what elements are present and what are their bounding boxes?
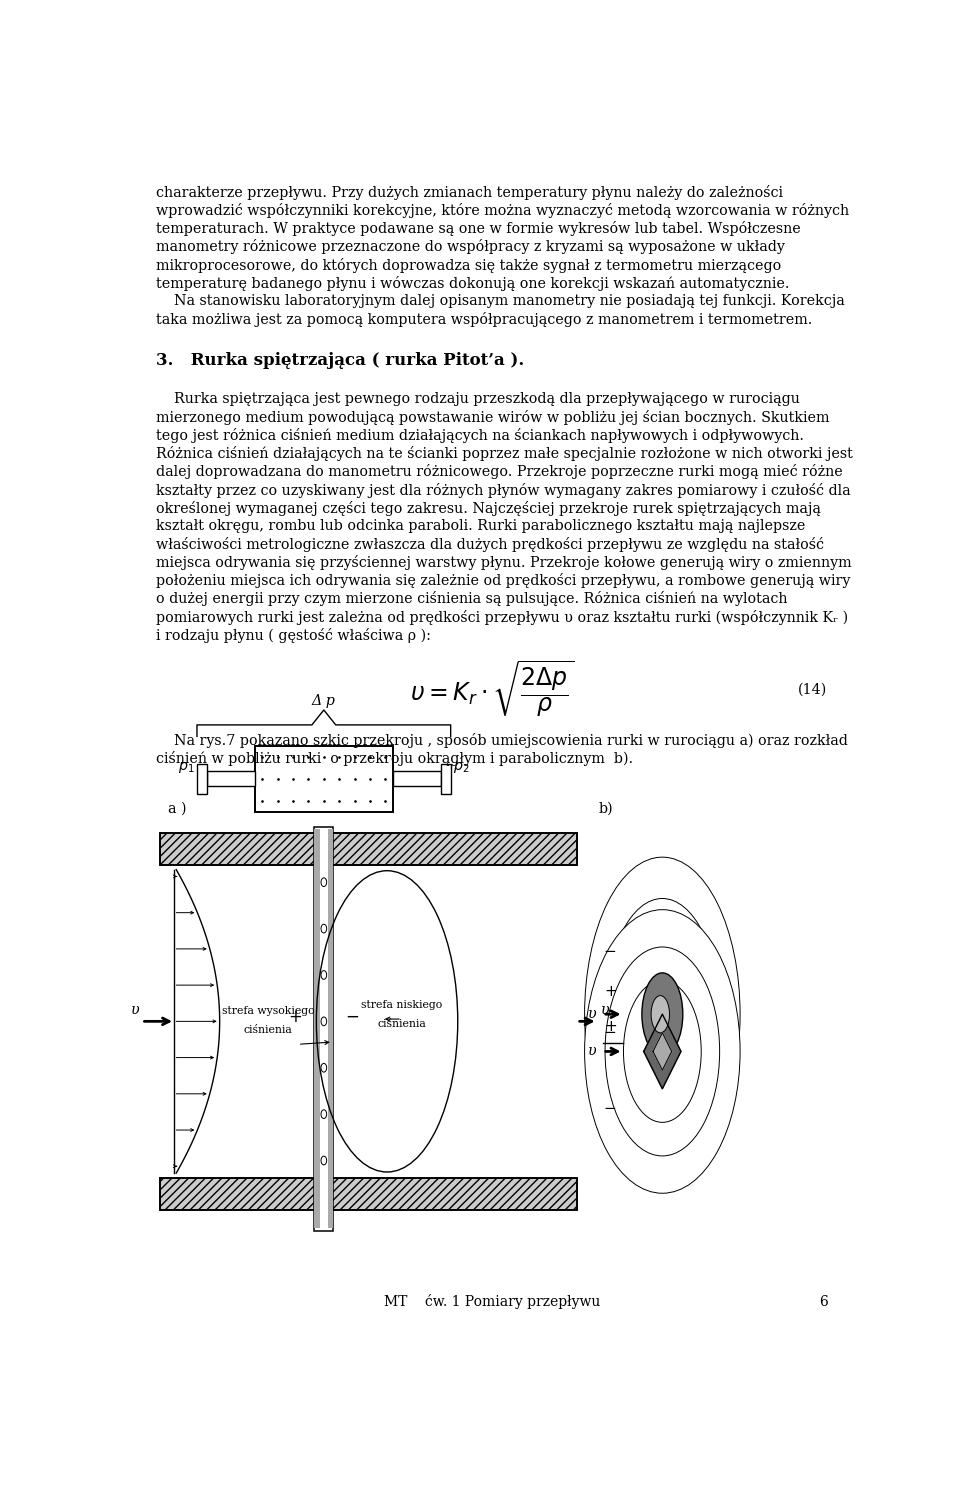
Bar [160,833,577,865]
Text: −: − [604,1026,616,1041]
Text: +: + [289,1008,302,1026]
Ellipse shape [623,981,701,1123]
Bar [328,829,333,1229]
Ellipse shape [642,974,683,1056]
Text: 6: 6 [819,1294,828,1309]
Ellipse shape [585,910,740,1193]
Text: ciśnień w pobliżu rurki  o przekroju okrągłym i parabolicznym  b).: ciśnień w pobliżu rurki o przekroju okrą… [156,751,634,766]
Text: Na rys.7 pokazano szkic przekroju , sposób umiejscowienia rurki w rurociągu a) o: Na rys.7 pokazano szkic przekroju , spos… [156,734,849,748]
Bar [393,771,441,786]
Polygon shape [653,1033,672,1071]
Bar [314,829,320,1229]
Text: −: − [604,1102,616,1117]
Text: temperaturę badanego płynu i wówczas dokonują one korekcji wskazań automatycznie: temperaturę badanego płynu i wówczas dok… [156,276,790,291]
Text: +: + [604,1018,616,1033]
Bar [160,1178,577,1209]
Text: taka możliwa jest za pomocą komputera współpracującego z manometrem i termometre: taka możliwa jest za pomocą komputera ws… [156,312,813,327]
Text: 3.   Rurka spiętrzająca ( rurka Pitot’a ).: 3. Rurka spiętrzająca ( rurka Pitot’a ). [156,352,525,368]
Text: υ: υ [588,1008,597,1021]
Text: $p_2$: $p_2$ [453,760,469,775]
Text: wprowadzić współczynniki korekcyjne, które można wyznaczyć metodą wzorcowania w : wprowadzić współczynniki korekcyjne, któ… [156,203,850,218]
Ellipse shape [585,857,740,1172]
Text: mierzonego medium powodującą powstawanie wirów w pobliżu jej ścian bocznych. Sku: mierzonego medium powodującą powstawanie… [156,410,830,425]
Text: strefa niskiego: strefa niskiego [361,1000,443,1009]
Text: −: − [346,1008,359,1026]
Text: Δ p: Δ p [312,693,336,708]
Polygon shape [644,1014,681,1088]
Bar [441,763,450,793]
Bar [314,828,333,1230]
Text: a ): a ) [168,802,186,816]
Text: (14): (14) [799,683,828,696]
Text: $p_1$: $p_1$ [179,760,195,775]
Text: manometry różnicowe przeznaczone do współpracy z kryzami są wyposażone w układy: manometry różnicowe przeznaczone do wspó… [156,240,785,255]
Bar [197,763,206,793]
Ellipse shape [623,936,701,1093]
Text: Różnica ciśnień działających na te ścianki poprzez małe specjalnie rozłożone w n: Różnica ciśnień działających na te ścian… [156,446,853,461]
Text: Rurka spiętrzająca jest pewnego rodzaju przeszkodą dla przepływającego w rurocią: Rurka spiętrzająca jest pewnego rodzaju … [156,392,801,406]
Text: właściwości metrologiczne zwłaszcza dla dużych prędkości przepływu ze względu na: właściwości metrologiczne zwłaszcza dla … [156,537,825,552]
Text: b): b) [599,802,613,816]
Text: ciśnienia: ciśnienia [377,1020,426,1029]
Text: dalej doprowadzana do manometru różnicowego. Przekroje poprzeczne rurki mogą mie: dalej doprowadzana do manometru różnicow… [156,464,843,480]
Text: strefa wysokiego: strefa wysokiego [222,1005,314,1015]
Text: −: − [604,944,616,959]
Text: kształt okręgu, rombu lub odcinka paraboli. Rurki parabolicznego kształtu mają n: kształt okręgu, rombu lub odcinka parabo… [156,519,805,532]
Text: υ: υ [588,1045,597,1059]
Text: temperaturach. W praktyce podawane są one w formie wykresów lub tabel. Współczes: temperaturach. W praktyce podawane są on… [156,221,802,237]
Text: MT    ćw. 1 Pomiary przepływu: MT ćw. 1 Pomiary przepływu [384,1294,600,1309]
Text: +: + [604,984,616,999]
Text: $\upsilon = K_r \cdot \sqrt{\dfrac{2\Delta p}{\rho}}$: $\upsilon = K_r \cdot \sqrt{\dfrac{2\Del… [410,659,574,720]
Text: Na stanowisku laboratoryjnym dalej opisanym manometry nie posiadają tej funkcji.: Na stanowisku laboratoryjnym dalej opisa… [156,294,845,309]
Text: tego jest różnica ciśnień medium działających na ściankach napływowych i odpływo: tego jest różnica ciśnień medium działaj… [156,428,804,443]
Text: kształty przez co uzyskiwany jest dla różnych płynów wymagany zakres pomiarowy i: kształty przez co uzyskiwany jest dla ró… [156,483,852,498]
Text: υ: υ [601,1003,610,1017]
Text: pomiarowych rurki jest zależna od prędkości przepływu υ oraz kształtu rurki (wsp: pomiarowych rurki jest zależna od prędko… [156,610,849,625]
Bar [206,771,255,786]
Text: określonej wymaganej części tego zakresu. Najczęściej przekroje rurek spiętrzają: określonej wymaganej części tego zakresu… [156,501,822,516]
Text: υ: υ [131,1003,139,1017]
Ellipse shape [605,947,720,1156]
Text: położeniu miejsca ich odrywania się zależnie od prędkości przepływu, a rombowe g: położeniu miejsca ich odrywania się zale… [156,573,851,589]
Bar [255,746,393,813]
Ellipse shape [605,899,720,1130]
Text: o dużej energii przy czym mierzone ciśnienia są pulsujące. Różnica ciśnień na wy: o dużej energii przy czym mierzone ciśni… [156,592,788,607]
Text: i rodzaju płynu ( gęstość właściwa ρ ):: i rodzaju płynu ( gęstość właściwa ρ ): [156,628,431,643]
Ellipse shape [651,996,669,1033]
Text: charakterze przepływu. Przy dużych zmianach temperatury płynu należy do zależnoś: charakterze przepływu. Przy dużych zmian… [156,185,783,200]
Text: miejsca odrywania się przyściennej warstwy płynu. Przekroje kołowe generują wiry: miejsca odrywania się przyściennej warst… [156,555,852,570]
Text: mikroprocesorowe, do których doprowadza się także sygnał z termometru mierzącego: mikroprocesorowe, do których doprowadza … [156,258,781,273]
Bar [160,1178,577,1209]
Bar [160,833,577,865]
Text: ciśnienia: ciśnienia [244,1026,293,1035]
